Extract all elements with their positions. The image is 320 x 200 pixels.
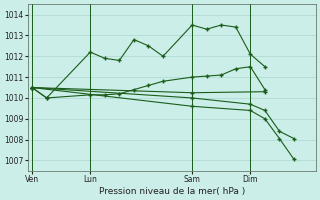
X-axis label: Pression niveau de la mer( hPa ): Pression niveau de la mer( hPa ) <box>99 187 245 196</box>
